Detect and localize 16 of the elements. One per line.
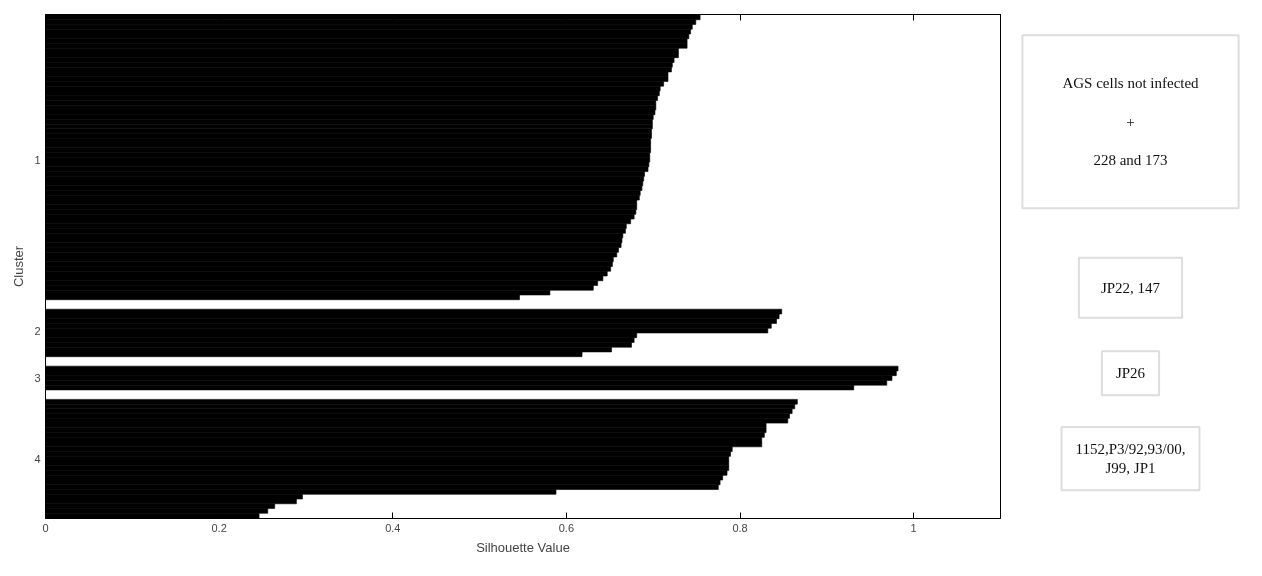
- y-tick-label: 1: [34, 153, 41, 166]
- x-tick-label: 0: [42, 521, 49, 534]
- y-tick-label: 2: [34, 324, 41, 337]
- text: AGS cells not infected + 228 and 173: [1062, 75, 1199, 169]
- text: JP22, 147: [1100, 279, 1161, 296]
- y-axis-title: Cluster: [11, 245, 27, 288]
- y-tick-label: 4: [34, 452, 41, 465]
- text: JP26: [1115, 365, 1146, 382]
- x-tick-label: 1: [910, 521, 917, 534]
- x-tick-label: 0.6: [558, 521, 575, 534]
- y-tick-label: 3: [34, 372, 41, 385]
- x-tick-label: 0.8: [732, 521, 748, 534]
- x-axis-title: Silhouette Value: [476, 539, 570, 555]
- x-tick-label: 0.2: [211, 521, 227, 534]
- text: 1152,P3/92,93/00, J99, JP1: [1075, 441, 1186, 477]
- x-tick-label: 0.4: [385, 521, 401, 534]
